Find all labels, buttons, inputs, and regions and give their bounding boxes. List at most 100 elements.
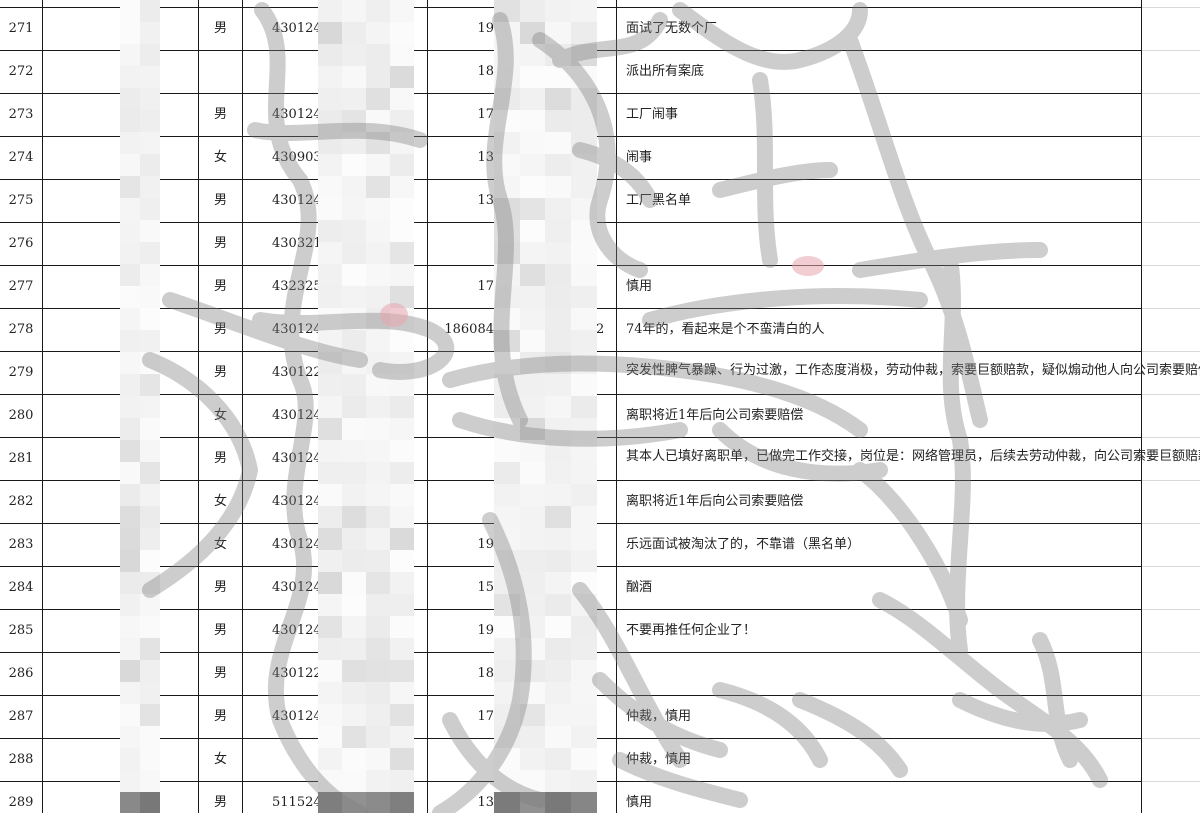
redaction-pixel [494,748,520,770]
gender-cell: 女 [213,494,227,509]
redaction-pixel [494,594,520,616]
redaction-pixel [390,242,414,264]
phone-cell: 17 [477,107,494,122]
redaction-pixel [120,44,140,66]
redaction-pixel [545,66,571,88]
redaction-pixel [140,418,160,440]
redaction-pixel [366,528,390,550]
note-cell: 工厂黑名单 [626,193,692,208]
row-number: 280 [8,408,34,423]
phone-tail-cell: 2 [596,322,605,337]
row-number: 277 [8,279,34,294]
redaction-pixel [390,594,414,616]
gender-cell: 女 [213,150,227,165]
redaction-pixel [390,286,414,308]
redaction-pixel [366,110,390,132]
redaction-pixel [390,220,414,242]
redaction-pixel [120,198,140,220]
table-row: 289廖男511524113慎用 [0,781,1200,813]
redaction-pixel [494,726,520,748]
redaction-pixel [140,660,160,682]
redaction-pixel [519,660,546,682]
redaction-pixel [318,704,342,726]
redaction-pixel [519,638,546,660]
table-row: 273喻男430124217工厂闹事 [0,93,1200,136]
redaction-pixel [390,0,414,22]
column-border [42,0,43,813]
redaction-pixel [519,440,546,462]
redaction-pixel [519,88,546,110]
gender-cell: 女 [213,752,227,767]
redaction-pixel [570,286,597,308]
redaction-pixel [366,352,390,374]
note-cell: 离职将近1年后向公司索要赔偿 [626,494,804,509]
sheet-gridline [1142,222,1200,223]
redaction-pixel [342,176,366,198]
redaction-pixel [519,286,546,308]
redaction-pixel [494,682,520,704]
redaction-pixel [140,594,160,616]
redaction-pixel [140,176,160,198]
redaction-pixel [545,704,571,726]
redaction-pixel [140,22,160,44]
redaction-pixel [494,0,520,22]
redaction-pixel [120,506,140,528]
redaction-pixel [494,264,520,286]
redaction-pixel [120,594,140,616]
sheet-gridline [1142,7,1200,8]
row-number: 279 [8,365,34,380]
redaction-pixel [366,572,390,594]
row-number: 275 [8,193,34,208]
redaction-pixel [545,396,571,418]
redaction-pixel [318,66,342,88]
redaction-pixel [545,506,571,528]
redaction-pixel [342,726,366,748]
redaction-pixel [390,374,414,396]
redaction-pixel [570,682,597,704]
table-row: 278唐观男4301241186084274年的，看起来是个不蛮清白的人 [0,308,1200,351]
redaction-pixel [390,66,414,88]
redaction-pixel [366,0,390,22]
redaction-pixel [519,462,546,484]
id-number-cell: 4301241 [272,537,330,552]
id-number-cell: 4323251 [272,279,330,294]
id-number-cell: 4301241 [272,451,330,466]
table-row: 287邓男430124117仲裁，慎用 [0,695,1200,738]
gender-cell: 女 [213,537,227,552]
redaction-pixel [342,792,366,813]
redaction-pixel [140,66,160,88]
note-cell: 74年的，看起来是个不蛮清白的人 [626,322,825,337]
redaction-pixel [494,572,520,594]
redaction-pixel [390,418,414,440]
redaction-pixel [318,374,342,396]
redaction-pixel [570,264,597,286]
redaction-pixel [545,638,571,660]
redaction-pixel [390,748,414,770]
redaction-pixel [519,22,546,44]
redaction-pixel [390,110,414,132]
note-cell: 仲裁，慎用 [626,709,692,724]
redaction-pixel [545,792,571,813]
redaction-pixel [366,264,390,286]
redaction-pixel [519,484,546,506]
redaction-pixel [318,242,342,264]
sheet-gridline [1142,394,1200,395]
redaction-pixel [390,704,414,726]
id-number-cell: 5115241 [272,795,330,810]
redaction-pixel [342,330,366,352]
redaction-pixel [545,0,571,22]
redaction-pixel [140,0,160,22]
redaction-pixel [570,440,597,462]
table-row: 276匡辉男4303211 [0,222,1200,265]
redaction-pixel [342,682,366,704]
redaction-pixel [570,66,597,88]
gender-cell: 男 [213,107,227,122]
redaction-pixel [519,198,546,220]
redaction-pixel [120,0,140,22]
redaction-pixel [342,484,366,506]
redaction-pixel [390,44,414,66]
redaction-pixel [519,0,546,22]
redaction-pixel [120,330,140,352]
redaction-pixel [120,396,140,418]
